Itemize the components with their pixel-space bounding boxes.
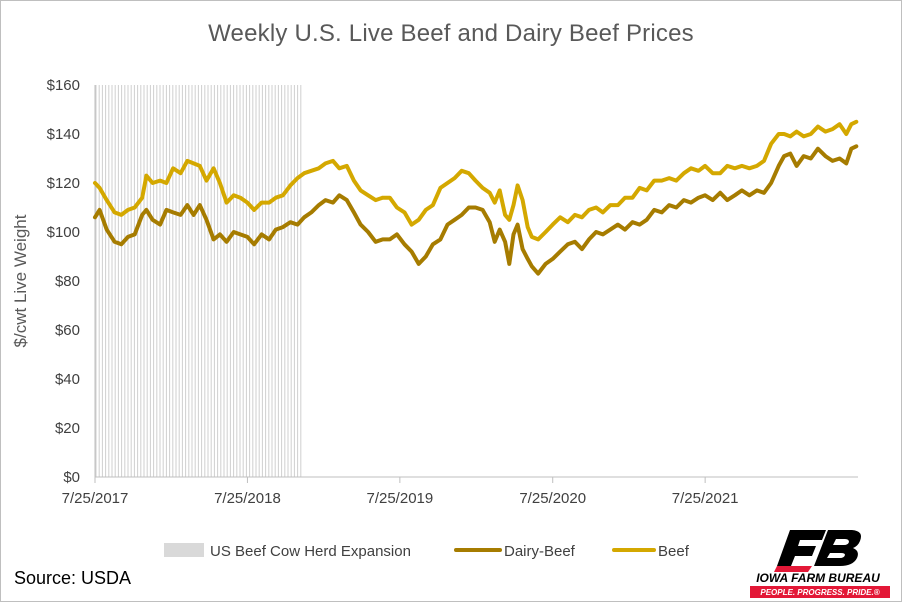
series-line-beef <box>93 119 859 242</box>
legend: US Beef Cow Herd Expansion Dairy-Beef Be… <box>164 543 690 560</box>
y-tick-label: $40 <box>55 371 80 388</box>
x-tick-label: 7/25/2020 <box>519 490 586 507</box>
legend-label-shaded-region: US Beef Cow Herd Expansion <box>210 543 411 560</box>
axes: $0 $20 $40 $60 $80 $100 $120 $140 $160 7/25/2017 7… <box>47 77 858 507</box>
y-tick-label: $0 <box>63 469 80 486</box>
shaded-region <box>95 85 302 477</box>
chart-title: Weekly U.S. Live Beef and Dairy Beef Pri… <box>208 20 694 47</box>
x-tick-label: 7/25/2019 <box>366 490 433 507</box>
logo-tagline: PEOPLE. PROGRESS. PRIDE.® <box>760 588 879 597</box>
legend-item-beef: Beef <box>612 543 690 560</box>
legend-label-dairy-beef: Dairy-Beef <box>504 543 576 560</box>
series-lines <box>93 119 859 276</box>
x-tick-label: 7/25/2017 <box>62 490 129 507</box>
y-tick-label: $160 <box>47 77 80 94</box>
legend-item-dairy-beef: Dairy-Beef <box>454 543 576 560</box>
iowa-farm-bureau-logo: IOWA FARM BUREAU PEOPLE. PROGRESS. PRIDE… <box>750 530 890 598</box>
series-line-dairy-beef <box>93 144 859 276</box>
logo-tagline-bar <box>750 586 890 598</box>
source-note: Source: USDA <box>14 568 132 588</box>
y-tick-label: $20 <box>55 420 80 437</box>
y-tick-label: $60 <box>55 322 80 339</box>
y-tick-label: $100 <box>47 224 80 241</box>
x-tick-label: 7/25/2018 <box>214 490 281 507</box>
y-tick-label: $140 <box>47 126 80 143</box>
legend-item-shaded-region: US Beef Cow Herd Expansion <box>164 543 411 560</box>
legend-label-beef: Beef <box>658 543 690 560</box>
x-tick-label: 7/25/2021 <box>672 490 739 507</box>
fb-logo-mark <box>774 530 861 572</box>
y-tick-label: $80 <box>55 273 80 290</box>
y-axis-label: $/cwt Live Weight <box>11 214 30 347</box>
logo-name: IOWA FARM BUREAU <box>756 571 880 585</box>
y-tick-label: $120 <box>47 175 80 192</box>
legend-swatch-shaded-region <box>164 543 204 557</box>
